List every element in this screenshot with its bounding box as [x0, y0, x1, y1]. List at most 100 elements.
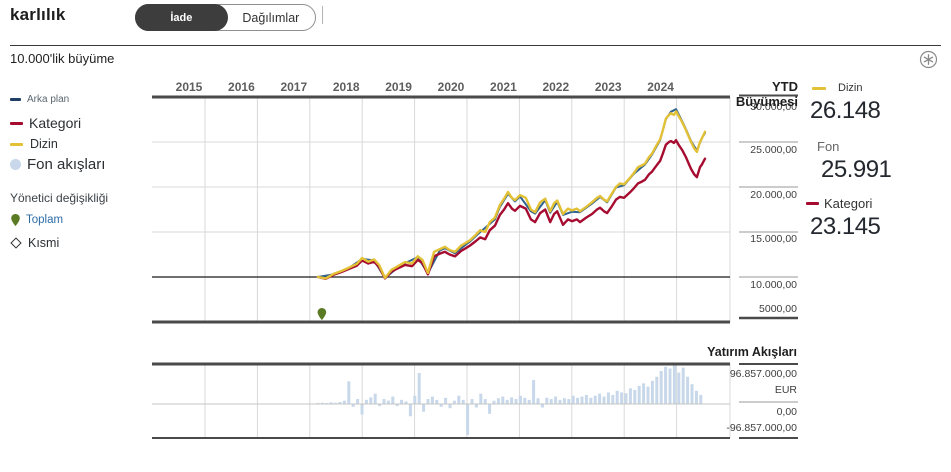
kismi-label: Kısmi	[28, 236, 60, 250]
flow-bar	[479, 393, 483, 404]
flow-bar	[650, 380, 654, 404]
flow-bar	[611, 394, 615, 404]
section-rule	[10, 45, 941, 46]
footnote-asterisk-icon[interactable]	[919, 50, 938, 69]
ytd-dizin-value: 26.148	[810, 97, 881, 124]
y-axis-label: 20.000,00	[750, 189, 797, 201]
flow-bar	[558, 399, 562, 404]
flow-bar	[540, 404, 544, 408]
flow-bar	[580, 396, 584, 404]
flow-bar	[351, 404, 355, 407]
flow-bar	[501, 396, 505, 404]
flow-bar	[681, 367, 685, 404]
flow-bar	[642, 383, 646, 404]
ytd-kategori-row[interactable]: Kategori	[806, 196, 872, 211]
year-label: 2023	[595, 80, 622, 94]
ytd-dizin-row[interactable]: Dizin	[812, 82, 862, 94]
flow-bar	[474, 404, 478, 408]
flow-bar	[320, 402, 324, 404]
flow-bar	[382, 399, 386, 404]
flow-bar	[523, 397, 527, 404]
flow-bar	[386, 400, 390, 404]
flow-bar	[413, 395, 417, 404]
ytd-title: YTD Büyümesi	[735, 79, 798, 109]
ytd-kategori-label: Kategori	[824, 196, 873, 211]
flow-bar	[461, 399, 465, 404]
tab-iade[interactable]: İade	[135, 4, 228, 31]
year-label: 2015	[176, 80, 203, 94]
year-label: 2022	[542, 80, 569, 94]
flow-bar	[470, 399, 474, 404]
legend-item-kismi[interactable]: Kısmi	[10, 236, 60, 250]
flow-bar	[488, 404, 492, 414]
flow-bar	[347, 381, 351, 404]
flow-bar	[391, 396, 395, 404]
flow-bar	[576, 397, 580, 404]
y-axis-label: 15.000,00	[750, 233, 797, 245]
y-axis-label: 30.000,00	[750, 101, 797, 113]
flow-bar	[338, 401, 342, 404]
flow-bar	[444, 397, 448, 404]
tab-dagilimlar[interactable]: Dağılımlar	[227, 5, 315, 30]
flow-bar	[430, 396, 434, 404]
flow-bar	[549, 399, 553, 404]
year-label: 2021	[490, 80, 517, 94]
flow-bar	[554, 396, 558, 404]
fon-akislari-label: Fon akışları	[27, 156, 106, 173]
y-axis-label: 25.000,00	[750, 144, 797, 156]
flow-bar	[668, 368, 672, 404]
flow-bar	[483, 399, 487, 404]
flow-bar	[395, 404, 399, 407]
year-label: 2017	[280, 80, 307, 94]
flow-bar	[664, 366, 668, 404]
year-label: 2018	[333, 80, 360, 94]
flow-bar	[672, 364, 676, 404]
y-axis-label: 10.000,00	[750, 279, 797, 291]
flow-bar	[466, 404, 470, 435]
line-kategori	[316, 139, 707, 280]
ytd-fon-value: 25.991	[821, 156, 892, 183]
tab-iade-label: İade	[170, 11, 193, 24]
flow-bar	[637, 385, 641, 404]
flow-bar	[624, 393, 628, 404]
flow-bar	[426, 399, 430, 404]
flow-bar	[589, 397, 593, 404]
flow-bar	[620, 392, 624, 404]
flow-bar	[628, 388, 632, 404]
ytd-fon-label: Fon	[817, 139, 840, 154]
kategori-swatch	[10, 121, 23, 125]
year-label: 2020	[438, 80, 465, 94]
flow-bar	[422, 404, 426, 412]
flow-bar	[677, 372, 681, 404]
flows-title: Yatırım Akışları	[707, 345, 797, 359]
flow-bar	[562, 398, 566, 404]
legend-item-dizin[interactable]: Dizin	[10, 137, 58, 151]
dizin-label: Dizin	[30, 137, 58, 151]
year-label: 2024	[647, 80, 674, 94]
legend-item-toplam[interactable]: Toplam	[11, 214, 63, 226]
legend-item-kategori[interactable]: Kategori	[10, 115, 81, 131]
kategori-label: Kategori	[29, 115, 82, 131]
flow-bar	[659, 370, 663, 404]
flow-bar	[329, 402, 333, 404]
line-dizin	[316, 110, 707, 280]
flow-bar	[417, 373, 421, 404]
flow-bar	[598, 393, 602, 404]
flow-bar	[360, 404, 364, 415]
legend-item-arka-plan[interactable]: Arka plan	[10, 94, 69, 105]
flow-bar	[435, 399, 439, 404]
flow-bar	[545, 397, 549, 404]
y-axis-label: 5000,00	[759, 303, 797, 315]
legend-item-fon-akislari[interactable]: Fon akışları	[10, 156, 105, 173]
flow-bar	[404, 401, 408, 404]
tab-dagilimlar-label: Dağılımlar	[242, 10, 300, 25]
flow-bar	[400, 399, 404, 404]
manager-change-pin[interactable]	[317, 308, 327, 320]
flow-bar	[646, 386, 650, 404]
growth-section-title: 10.000'lik büyüme	[10, 51, 115, 66]
flow-bar	[514, 399, 518, 404]
flow-bar	[690, 384, 694, 404]
toplam-label: Toplam	[26, 214, 64, 226]
flow-bar	[686, 376, 690, 404]
